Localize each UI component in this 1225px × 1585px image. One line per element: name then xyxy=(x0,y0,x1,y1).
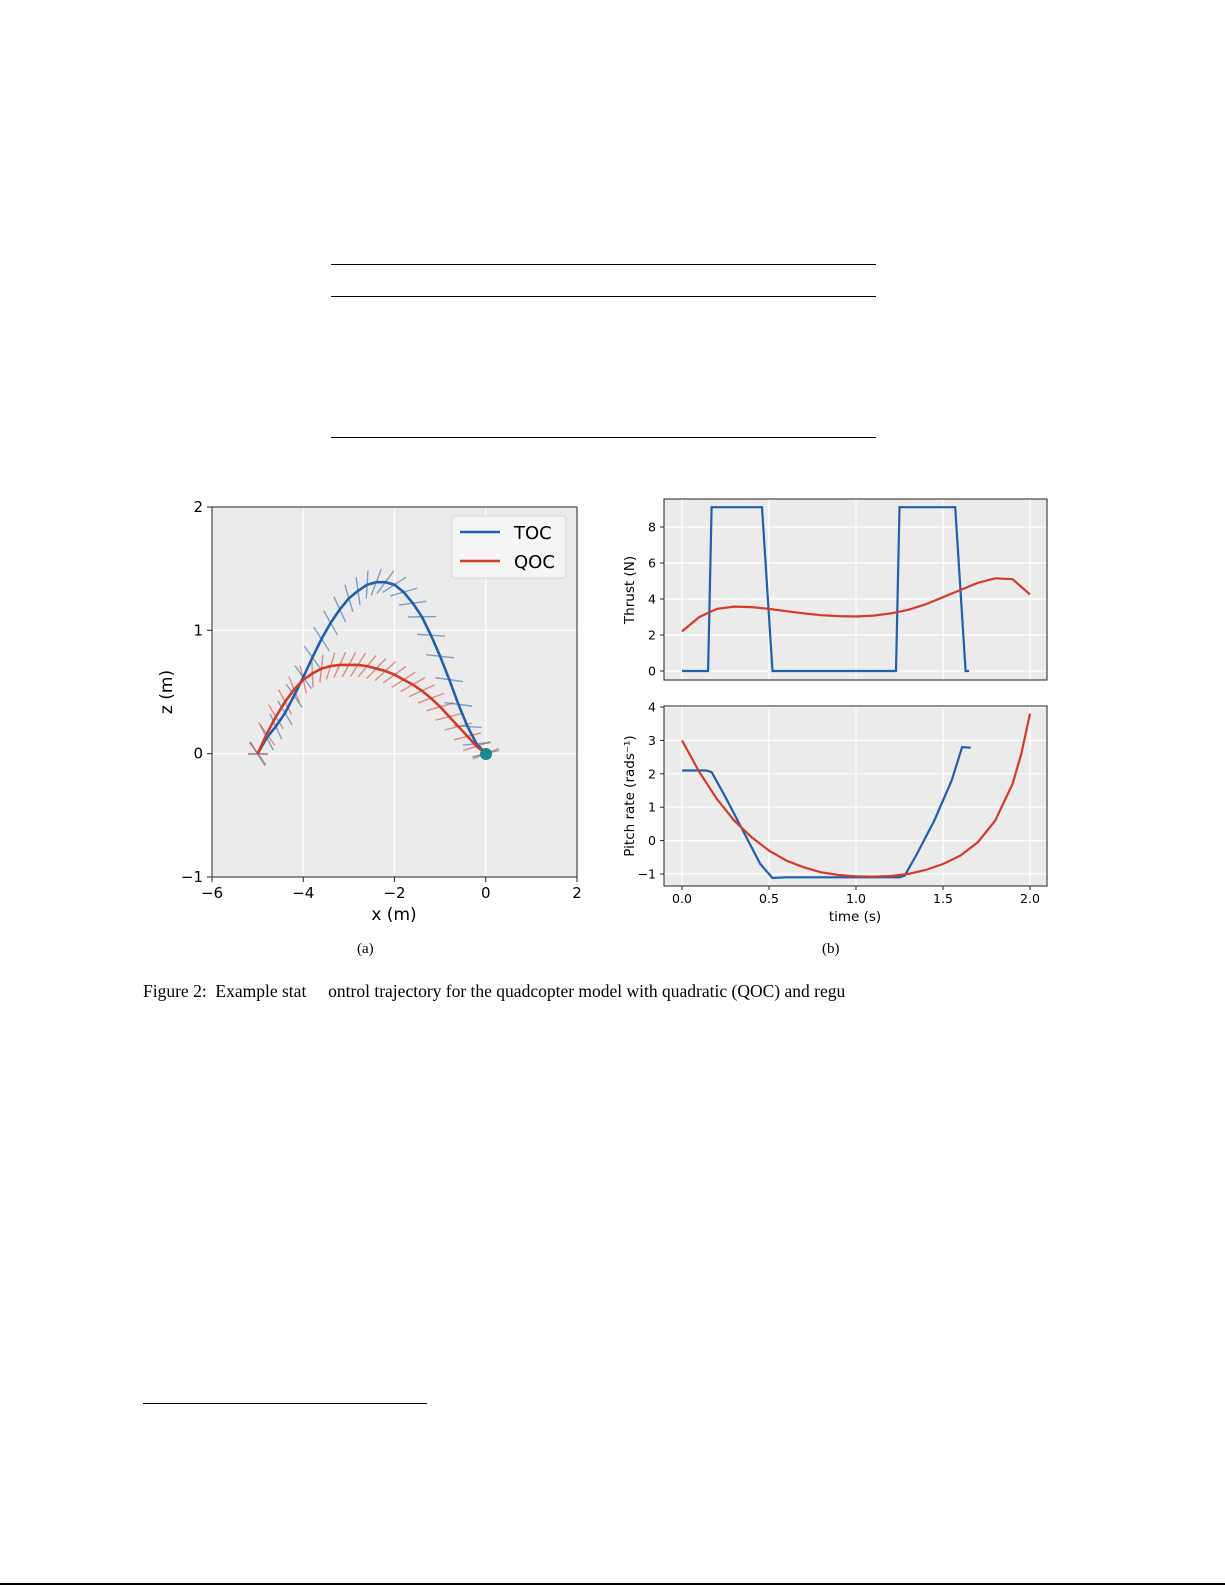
plot-pitch-rate: 0.0 0.5 1.0 1.5 2.0 −1 0 1 2 3 4 time (s) Pitch ra… xyxy=(622,700,1048,925)
svg-text:0.5: 0.5 xyxy=(759,891,779,906)
svg-text:−6: −6 xyxy=(201,884,223,902)
goal-marker xyxy=(480,748,492,760)
plot-pitch-grid xyxy=(664,706,1047,886)
x-axis-label-time: time (s) xyxy=(829,909,881,925)
svg-text:4: 4 xyxy=(648,592,656,607)
table-top-rule xyxy=(331,264,876,265)
figure-caption: Figure 2: Example stat ontrol trajectory… xyxy=(143,981,846,1001)
svg-text:1: 1 xyxy=(193,621,203,639)
plot-a-ticks: −6 −4 −2 0 2 −1 0 1 2 xyxy=(181,498,582,902)
y-axis-label-a: z (m) xyxy=(157,670,177,714)
table-bottom-rule xyxy=(331,437,876,438)
y-axis-label-thrust: Thrust (N) xyxy=(622,556,638,625)
svg-text:2.0: 2.0 xyxy=(1020,891,1040,906)
plot-pitch-ticks: 0.0 0.5 1.0 1.5 2.0 −1 0 1 2 3 4 xyxy=(638,700,1040,907)
svg-text:2: 2 xyxy=(572,884,582,902)
svg-text:0: 0 xyxy=(648,664,656,679)
svg-text:0.0: 0.0 xyxy=(672,891,692,906)
table-header-rule xyxy=(331,296,876,297)
svg-text:−1: −1 xyxy=(181,868,203,886)
svg-text:0: 0 xyxy=(481,884,491,902)
svg-text:2: 2 xyxy=(648,628,656,643)
page-bottom-border xyxy=(0,1583,1225,1585)
qoc-pitch-rate-line xyxy=(681,713,1032,878)
plot-thrust-ticks: 0 2 4 6 8 xyxy=(648,520,664,679)
svg-text:2: 2 xyxy=(648,766,656,781)
legend-qoc-label: QOC xyxy=(514,552,555,573)
subcaption-a: (a) xyxy=(357,941,374,957)
legend-toc-label: TOC xyxy=(513,523,552,544)
qoc-thrust-line xyxy=(681,577,1031,633)
svg-text:−2: −2 xyxy=(383,884,405,902)
svg-text:8: 8 xyxy=(648,520,656,535)
svg-text:1.5: 1.5 xyxy=(933,891,953,906)
qoc-trajectory-line xyxy=(256,663,487,755)
svg-text:0: 0 xyxy=(648,833,656,848)
svg-text:2: 2 xyxy=(193,498,203,516)
svg-text:1.0: 1.0 xyxy=(846,891,866,906)
plot-trajectory: −6 −4 −2 0 2 −1 0 1 2 x (m) z (m) TOC QOC xyxy=(157,498,582,925)
plot-thrust-frame xyxy=(663,498,1048,681)
svg-text:3: 3 xyxy=(648,733,656,748)
svg-text:−4: −4 xyxy=(292,884,314,902)
svg-text:6: 6 xyxy=(648,556,656,571)
plot-thrust: 0 2 4 6 8 Thrust (N) xyxy=(622,498,1048,681)
figure-2: −6 −4 −2 0 2 −1 0 1 2 x (m) z (m) TOC QOC 0 2 4 6 8 … xyxy=(157,498,1048,925)
svg-text:−1: −1 xyxy=(638,867,656,882)
legend: TOC QOC xyxy=(451,515,567,579)
svg-text:1: 1 xyxy=(648,800,656,815)
footnote-rule xyxy=(143,1403,427,1404)
toc-trajectory-line xyxy=(256,580,487,755)
svg-text:0: 0 xyxy=(193,745,203,763)
svg-text:4: 4 xyxy=(648,700,656,715)
y-axis-label-pitch: Pitch rate (rads⁻¹) xyxy=(622,735,638,856)
x-axis-label-a: x (m) xyxy=(371,905,416,925)
toc-pitch-rate-line xyxy=(682,745,971,880)
subcaption-b: (b) xyxy=(822,941,840,957)
